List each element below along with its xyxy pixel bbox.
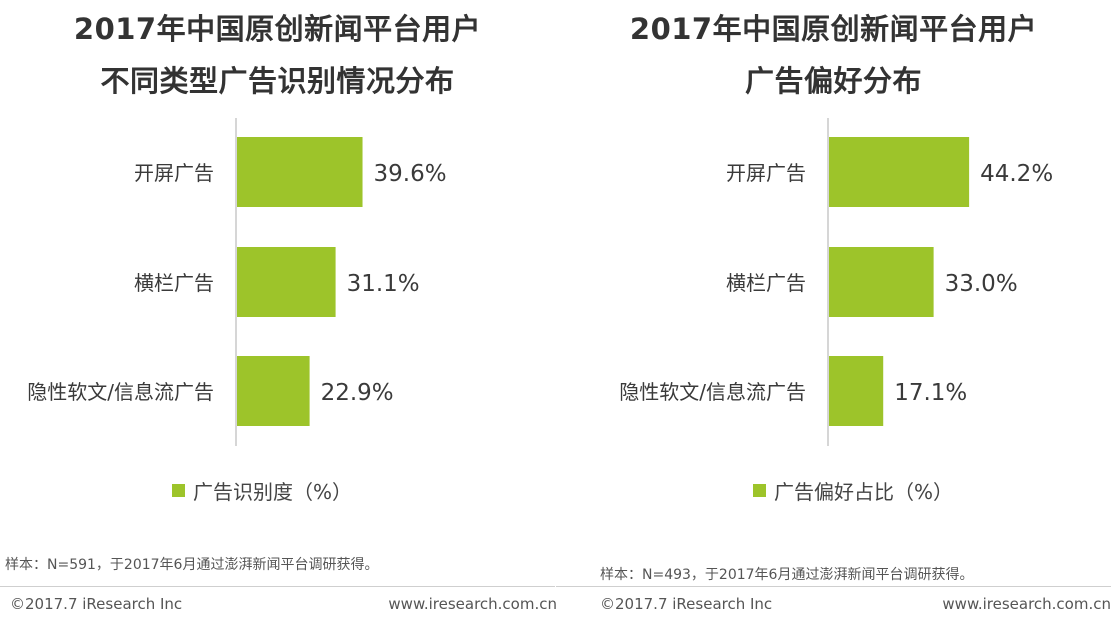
category-label: 隐性软文/信息流广告: [619, 380, 806, 404]
legend-label: 广告偏好占比（%）: [774, 480, 954, 504]
legend-swatch: [753, 484, 766, 497]
category-label: 横栏广告: [726, 271, 806, 295]
category-label: 开屏广告: [726, 161, 806, 185]
footer-url: www.iresearch.com.cn: [388, 595, 557, 613]
chart-panel-left: 2017年中国原创新闻平台用户 不同类型广告识别情况分布 39.6% 开屏广告 31…: [0, 0, 557, 618]
footer-divider: [0, 586, 555, 587]
bar: [237, 137, 363, 207]
footer-divider: [556, 586, 1111, 587]
chart-legend: 广告偏好占比（%）: [753, 476, 953, 505]
chart-title-line-2: 不同类型广告识别情况分布: [100, 64, 455, 98]
footer-copyright: ©2017.7 iResearch Inc: [600, 595, 773, 613]
chart-title-line-1: 2017年中国原创新闻平台用户: [73, 12, 482, 46]
sample-note: 样本：N=493，于2017年6月通过澎湃新闻平台调研获得。: [600, 567, 974, 583]
chart-panel-right: 2017年中国原创新闻平台用户 广告偏好分布 44.2% 开屏广告 33.0% 横栏广…: [556, 0, 1111, 618]
bar-chart-preference: 44.2% 开屏广告 33.0% 横栏广告 17.1% 隐性软文/信息流广告: [619, 118, 1053, 446]
bar: [237, 356, 310, 426]
bar: [829, 247, 934, 317]
sample-note: 样本：N=591，于2017年6月通过澎湃新闻平台调研获得。: [5, 557, 379, 573]
category-label: 横栏广告: [134, 271, 214, 295]
chart-title-line-1: 2017年中国原创新闻平台用户: [629, 12, 1038, 46]
bar: [829, 356, 884, 426]
category-label: 隐性软文/信息流广告: [27, 380, 214, 404]
bar: [237, 247, 336, 317]
footer-url: www.iresearch.com.cn: [942, 595, 1111, 613]
data-label: 17.1%: [894, 380, 967, 406]
chart-legend: 广告识别度（%）: [172, 476, 352, 505]
data-label: 33.0%: [945, 271, 1018, 297]
bar: [829, 137, 970, 207]
legend-swatch: [172, 484, 185, 497]
footer-copyright: ©2017.7 iResearch Inc: [10, 595, 183, 613]
data-label: 22.9%: [321, 380, 394, 406]
legend-label: 广告识别度（%）: [193, 480, 353, 504]
bar-chart-recognition: 39.6% 开屏广告 31.1% 横栏广告 22.9% 隐性软文/信息流广告: [27, 118, 447, 446]
category-label: 开屏广告: [134, 161, 214, 185]
data-label: 31.1%: [347, 271, 420, 297]
data-label: 44.2%: [980, 161, 1053, 187]
chart-title-line-2: 广告偏好分布: [744, 64, 922, 98]
data-label: 39.6%: [374, 161, 447, 187]
